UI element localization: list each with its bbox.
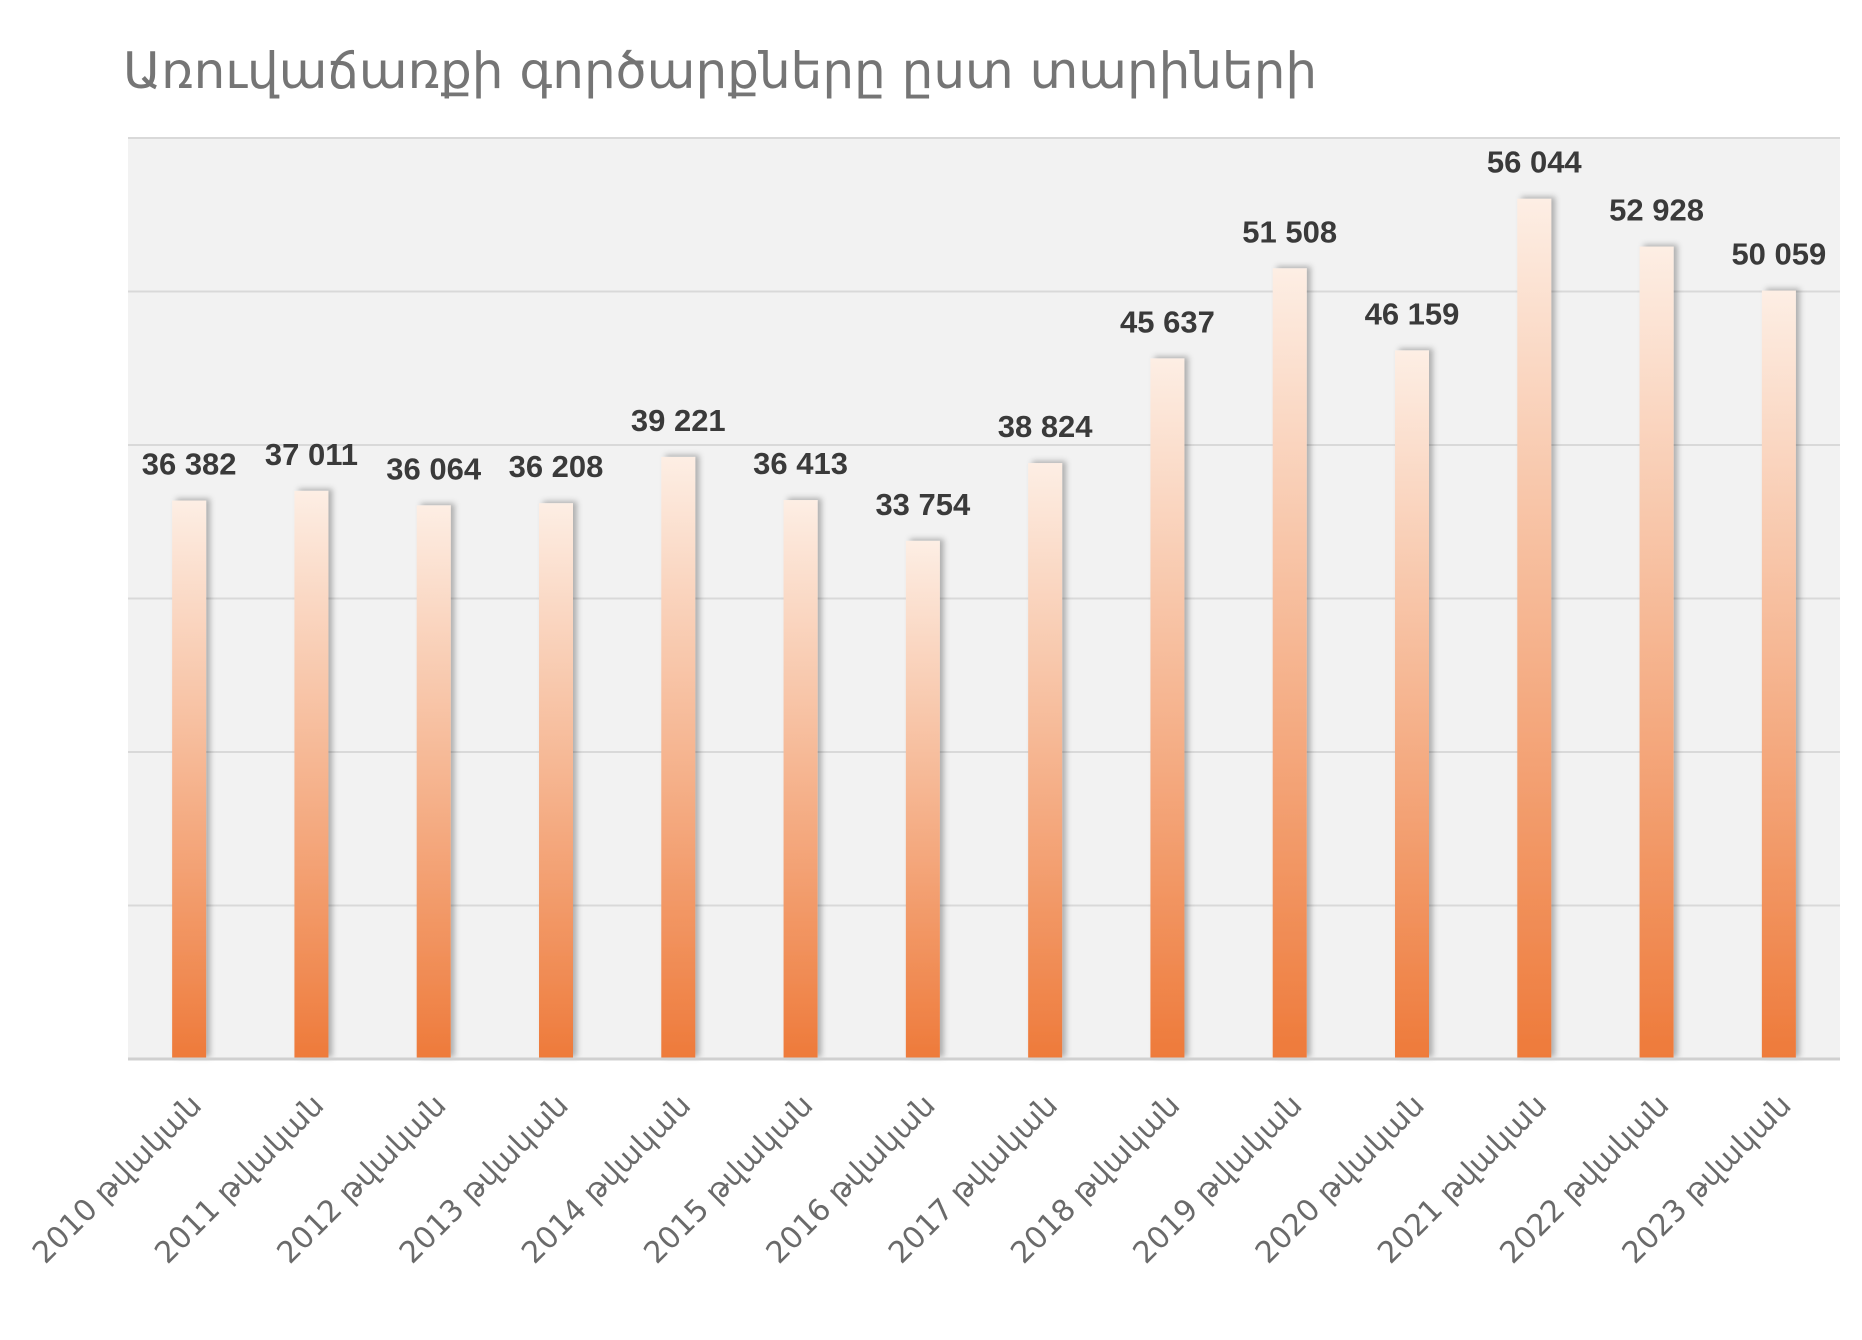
- bar-1: [294, 490, 329, 1059]
- data-label-6: 33 754: [875, 487, 971, 522]
- data-label-2: 36 064: [386, 451, 482, 486]
- data-label-3: 36 208: [509, 449, 604, 484]
- bar-7: [1028, 463, 1063, 1059]
- data-label-12: 52 928: [1609, 193, 1704, 228]
- bar-12: [1639, 246, 1674, 1060]
- data-label-7: 38 824: [998, 409, 1094, 444]
- bar-2: [416, 505, 451, 1059]
- bar-13: [1761, 290, 1796, 1059]
- data-label-5: 36 413: [753, 446, 848, 481]
- bar-8: [1150, 358, 1185, 1059]
- data-label-0: 36 382: [142, 447, 237, 482]
- bar-5: [783, 500, 818, 1060]
- bar-9: [1272, 268, 1307, 1060]
- bar-11: [1517, 198, 1552, 1059]
- data-label-11: 56 044: [1487, 145, 1583, 180]
- bar-0: [172, 500, 207, 1060]
- data-label-10: 46 159: [1365, 296, 1460, 331]
- bar-4: [661, 456, 696, 1059]
- bar-3: [539, 503, 573, 1059]
- data-label-4: 39 221: [631, 403, 726, 438]
- data-label-1: 37 011: [265, 437, 358, 472]
- data-label-9: 51 508: [1242, 214, 1337, 249]
- data-label-13: 50 059: [1731, 237, 1826, 272]
- data-label-8: 45 637: [1120, 304, 1215, 339]
- bar-10: [1395, 350, 1429, 1059]
- chart-title: Առուվաճառքի գործարքները ըստ տարիների: [122, 42, 1318, 100]
- bar-6: [905, 540, 940, 1059]
